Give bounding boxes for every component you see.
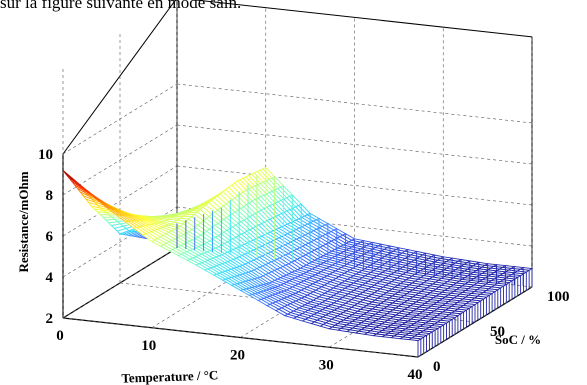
y-tick-label: 50: [490, 324, 505, 340]
y-axis-label: SoC / %: [495, 332, 541, 347]
surface-curtain: [176, 167, 533, 357]
x-tick-label: 30: [319, 357, 334, 373]
back-top-edge: [191, 0, 533, 38]
z-tick-label: 4: [46, 270, 54, 286]
surface-mesh: [62, 167, 534, 342]
caption-text: sur la figure suivante en mode sain.: [0, 0, 242, 12]
x-tick-label: 10: [141, 338, 156, 354]
z-tick-label: 8: [46, 188, 54, 204]
x-tick-label: 20: [230, 348, 245, 364]
x-tick-label: 0: [56, 328, 64, 344]
y-tick-label: 0: [433, 359, 441, 375]
grid-line: [62, 165, 178, 237]
z-tick-label: 6: [46, 229, 54, 245]
grid-line: [62, 206, 178, 278]
x-axis-label: Temperature / °C: [121, 367, 218, 385]
left-top-edge: [62, 0, 177, 155]
y-tick-label: 100: [547, 289, 570, 305]
z-axis-label: Resistance/mOhm: [16, 171, 31, 272]
x-tick-label: 40: [408, 367, 423, 383]
z-tick-label: 2: [46, 311, 54, 327]
z-tick-label: 10: [38, 147, 53, 163]
grid-line: [151, 257, 266, 329]
surface-cell: [407, 337, 423, 342]
